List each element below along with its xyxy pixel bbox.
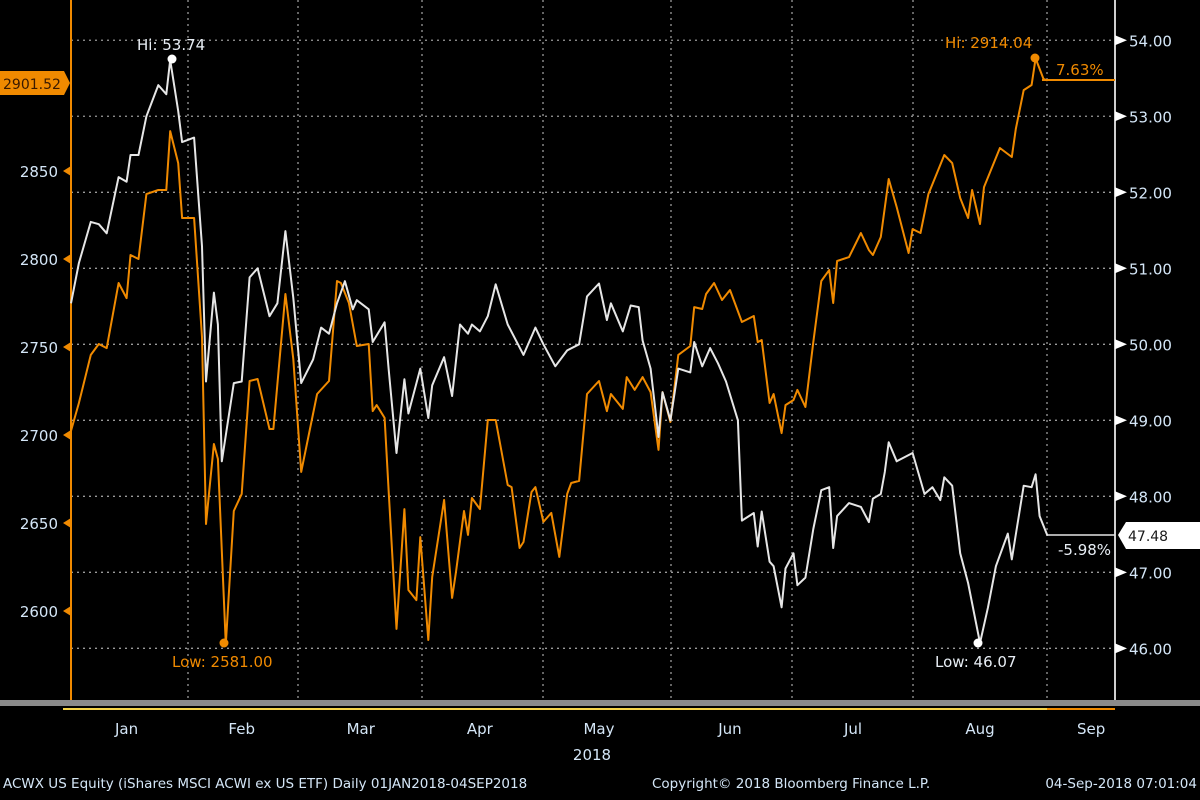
month-tick-label: Aug [965, 720, 994, 738]
right-tick-mark [1115, 567, 1127, 578]
right-axis-ticks: 46.00 47.00 48.00 49.00 50.00 51.00 52.00 53.00… [1115, 32, 1172, 658]
year-label: 2018 [573, 746, 611, 764]
left-tick-mark [63, 517, 71, 528]
left-tick-label: 2850 [20, 163, 58, 181]
spx-low-label: Low: 2581.00 [172, 653, 273, 671]
acwx-last-value: 47.48 [1128, 529, 1168, 545]
month-tick-label: Jul [843, 720, 862, 738]
footer-copyright: Copyright© 2018 Bloomberg Finance L.P. [652, 776, 930, 792]
grid [71, 0, 1115, 700]
left-tick-label: 2650 [20, 515, 58, 533]
spx-low-marker [219, 638, 229, 648]
right-tick-mark [1115, 187, 1127, 198]
spx-high-label: Hi: 2914.04 [945, 34, 1032, 52]
acwx-low-label: Low: 46.07 [935, 653, 1016, 671]
month-tick-label: Sep [1077, 720, 1105, 738]
x-axis-ticks: Jan Feb Mar Apr May Jun Jul Aug Sep [114, 720, 1105, 738]
right-tick-label: 54.00 [1129, 32, 1172, 50]
left-tick-mark [63, 342, 71, 353]
month-tick-label: Apr [467, 720, 494, 738]
right-tick-label: 48.00 [1129, 488, 1172, 506]
left-axis-ticks: 2600 2650 2700 2750 2800 2850 [20, 163, 71, 621]
right-tick-label: 49.00 [1129, 412, 1172, 430]
x-axis-band [0, 700, 1200, 706]
left-tick-mark [63, 429, 71, 440]
right-tick-label: 50.00 [1129, 336, 1172, 354]
right-tick-label: 53.00 [1129, 108, 1172, 126]
left-tick-mark [63, 166, 71, 177]
right-tick-label: 51.00 [1129, 260, 1172, 278]
right-tick-mark [1115, 263, 1127, 274]
footer-security: ACWX US Equity (iShares MSCI ACWI ex US … [3, 776, 527, 792]
spx-high-marker [1030, 53, 1040, 63]
spx-change-label: 7.63% [1056, 61, 1104, 79]
left-tick-label: 2600 [20, 603, 58, 621]
spx-last-badge: 2901.52 [0, 71, 70, 95]
acwx-change-label: -5.98% [1058, 541, 1111, 559]
right-tick-mark [1115, 491, 1127, 502]
right-tick-mark [1115, 35, 1127, 46]
right-tick-mark [1115, 415, 1127, 426]
month-tick-label: Jan [114, 720, 138, 738]
acwx-high-marker [167, 54, 177, 64]
month-tick-label: Feb [228, 720, 255, 738]
spx-series-line [70, 57, 1048, 646]
footer-timestamp: 04-Sep-2018 07:01:04 [1045, 776, 1197, 792]
right-tick-label: 52.00 [1129, 184, 1172, 202]
left-tick-label: 2700 [20, 427, 58, 445]
month-tick-label: Mar [347, 720, 376, 738]
right-tick-label: 46.00 [1129, 640, 1172, 658]
right-tick-mark [1115, 339, 1127, 350]
acwx-last-badge: 47.48 [1118, 522, 1200, 549]
month-tick-label: May [583, 720, 614, 738]
month-tick-label: Jun [717, 720, 741, 738]
right-tick-mark [1115, 643, 1127, 654]
left-tick-label: 2750 [20, 339, 58, 357]
acwx-series-line [70, 59, 1049, 644]
right-tick-mark [1115, 111, 1127, 122]
acwx-high-label: Hi: 53.74 [137, 36, 205, 54]
spx-last-value: 2901.52 [3, 77, 61, 93]
left-tick-mark [63, 605, 71, 616]
series-layer [70, 57, 1049, 646]
acwx-low-marker [973, 638, 983, 648]
right-tick-label: 47.00 [1129, 564, 1172, 582]
left-tick-label: 2800 [20, 251, 58, 269]
left-tick-mark [63, 254, 71, 265]
